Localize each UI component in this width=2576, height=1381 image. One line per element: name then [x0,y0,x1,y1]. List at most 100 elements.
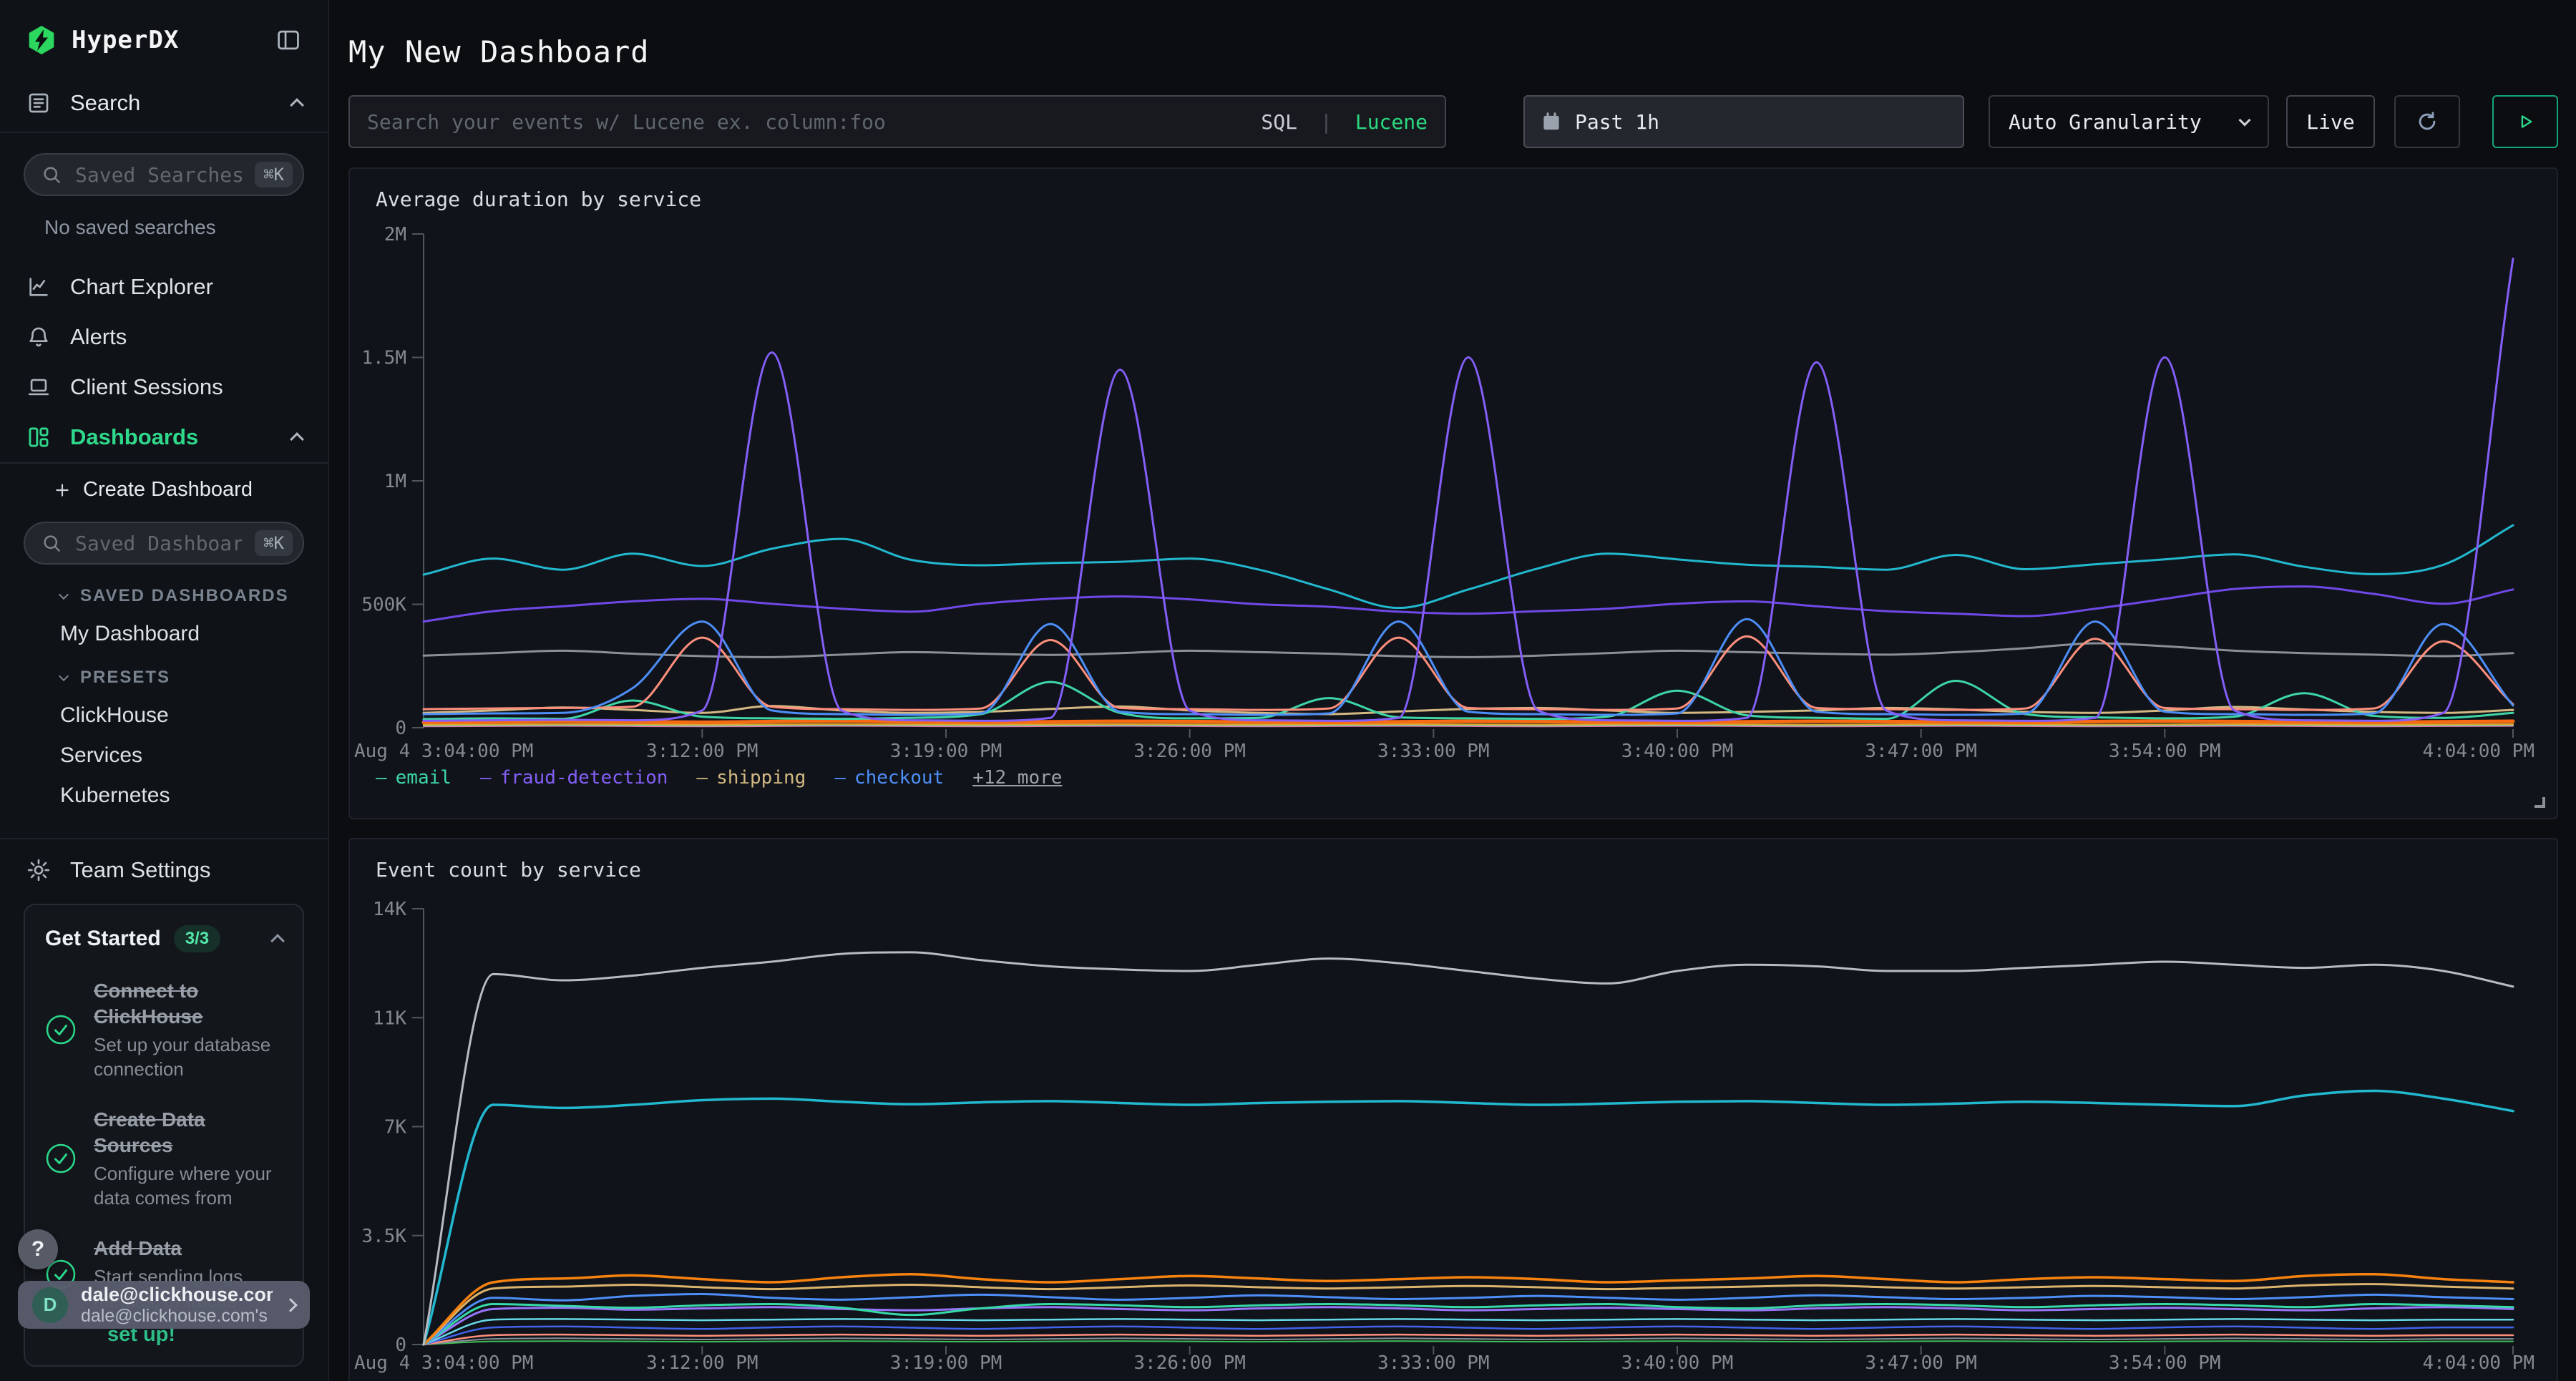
shortcut-badge: ⌘K [255,530,293,556]
chevron-down-icon [58,589,69,600]
chevron-up-icon[interactable] [270,934,285,948]
svg-text:4:04:00 PM: 4:04:00 PM [2422,741,2534,762]
bell-icon [26,325,52,349]
saved-dashboards-placeholder: Saved Dashboards [75,531,243,555]
saved-searches-input[interactable]: Saved Searches ⌘K [24,153,304,196]
main-content: My New Dashboard SQL | Lucene Past 1h Au… [329,0,2576,1381]
presets-header-label: PRESETS [80,668,171,687]
search-section-icon [26,90,52,116]
svg-text:3:47:00 PM: 3:47:00 PM [1865,741,1977,762]
svg-text:3:40:00 PM: 3:40:00 PM [1621,1352,1734,1374]
chart-legend: — email — fraud-detection — shipping — checkout… [376,767,1062,789]
sidebar-nav-items: Chart Explorer Alerts Client Sessions [0,262,328,412]
user-email: dale@clickhouse.com [81,1283,273,1305]
legend-swatch: — [834,767,846,789]
svg-text:500K: 500K [361,595,406,616]
get-started-item-desc: Set up your database connection [94,1034,271,1080]
line-chart: 0 500K 1M 1.5M 2M Aug 4 3:04:00 PM 3:12:00 PM 3… [354,224,2534,762]
saved-dashboards-header[interactable]: SAVED DASHBOARDS [0,565,328,606]
legend-item[interactable]: — shipping [696,767,806,789]
help-label: ? [31,1237,45,1261]
sidebar-item-team-settings[interactable]: Team Settings [0,844,328,897]
legend-item[interactable]: — fraud-detection [480,767,668,789]
legend-swatch: — [376,767,387,789]
legend-label: shipping [716,767,806,789]
svg-text:3:33:00 PM: 3:33:00 PM [1377,1352,1490,1374]
check-circle-icon [45,1014,77,1045]
svg-text:3:33:00 PM: 3:33:00 PM [1377,741,1490,762]
chart-panel-event-count[interactable]: Event count by service 0 3.5K 7K 11K 14K Aug … [348,838,2558,1381]
chevron-down-icon [2238,114,2251,127]
chevron-up-icon[interactable] [290,98,304,112]
saved-dashboards-input[interactable]: Saved Dashboards ⌘K [24,522,304,565]
presets-header[interactable]: PRESETS [0,646,328,688]
get-started-item[interactable]: Create Data Sources Configure where your … [45,1107,283,1210]
user-menu[interactable]: D dale@clickhouse.com dale@clickhouse.co… [18,1281,310,1329]
legend-more-link[interactable]: +12 more [972,767,1063,789]
refresh-button[interactable] [2394,95,2460,148]
check-circle-icon [45,1143,77,1174]
chevron-up-icon[interactable] [290,432,304,446]
event-search-input[interactable] [367,109,1249,134]
svg-text:Aug 4 3:04:00 PM: Aug 4 3:04:00 PM [354,741,533,762]
svg-text:0: 0 [395,718,406,739]
get-started-item-title: Add Data [94,1237,182,1259]
legend-swatch: — [696,767,708,789]
chart-title: Average duration by service [376,187,702,211]
preset-dashboard-item[interactable]: Services [60,743,143,767]
panel-resize-handle[interactable] [2534,797,2545,808]
legend-item[interactable]: — email [376,767,452,789]
brand-name: HyperDX [72,26,180,54]
svg-text:1M: 1M [384,471,406,492]
svg-text:14K: 14K [373,899,406,920]
preset-dashboard-item[interactable]: ClickHouse [60,703,169,727]
get-started-item[interactable]: Connect to ClickHouse Set up your databas… [45,978,283,1081]
run-query-button[interactable] [2492,95,2558,148]
chart-panel-average-duration[interactable]: Average duration by service 0 500K 1M 1.5M 2… [348,167,2558,819]
saved-searches-placeholder: Saved Searches [75,162,243,187]
preset-dashboard-item[interactable]: Kubernetes [60,784,170,807]
lucene-toggle[interactable]: Lucene [1355,109,1428,134]
page-title: My New Dashboard [348,34,650,69]
granularity-dropdown[interactable]: Auto Granularity [1989,95,2269,148]
legend-item[interactable]: — checkout [834,767,944,789]
svg-text:3:26:00 PM: 3:26:00 PM [1133,741,1246,762]
get-started-items: Connect to ClickHouse Set up your databas… [45,978,283,1313]
chart-icon [26,275,52,299]
gear-icon [26,857,52,883]
create-dashboard-button[interactable]: Create Dashboard [0,464,328,502]
refresh-icon [2415,109,2439,134]
live-button[interactable]: Live [2286,95,2375,148]
sidebar-section-search[interactable]: Search [0,74,328,132]
search-section-label: Search [70,90,141,115]
sidebar-item-chart-explorer[interactable]: Chart Explorer [0,262,328,312]
language-divider: | [1319,109,1332,134]
divider [0,838,328,839]
legend-label: checkout [854,767,945,789]
divider [0,462,328,464]
time-range-picker[interactable]: Past 1h [1523,95,1964,148]
sidebar-item-label: Alerts [70,324,127,349]
no-saved-searches-label: No saved searches [44,216,216,238]
help-button[interactable]: ? [18,1229,58,1269]
svg-text:0: 0 [395,1334,406,1356]
svg-text:3:54:00 PM: 3:54:00 PM [2109,1352,2221,1374]
saved-dashboards-header-label: SAVED DASHBOARDS [80,586,289,605]
sidebar-item-client-sessions[interactable]: Client Sessions [0,362,328,412]
svg-text:3:40:00 PM: 3:40:00 PM [1621,741,1734,762]
sidebar-item-alerts[interactable]: Alerts [0,312,328,362]
saved-dashboard-item[interactable]: My Dashboard [60,622,200,645]
preset-dashboards-list: ClickHouse Services Kubernetes [0,688,328,808]
line-chart: 0 3.5K 7K 11K 14K Aug 4 3:04:00 PM 3:12:00 PM 3… [354,899,2534,1374]
granularity-value: Auto Granularity [2009,109,2202,134]
dashboards-section-body: Create Dashboard Saved Dashboards ⌘K SAV… [0,464,328,814]
sql-toggle[interactable]: SQL [1261,109,1297,134]
sidebar-collapse-icon[interactable] [275,26,302,54]
get-started-title: Get Started [45,927,161,950]
event-search-box: SQL | Lucene [348,95,1446,148]
svg-text:3:19:00 PM: 3:19:00 PM [890,1352,1002,1374]
sidebar-item-dashboards[interactable]: Dashboards [0,412,328,462]
svg-text:2M: 2M [384,224,406,245]
dashboard-controls: SQL | Lucene Past 1h Auto Granularity Li… [348,95,2558,148]
